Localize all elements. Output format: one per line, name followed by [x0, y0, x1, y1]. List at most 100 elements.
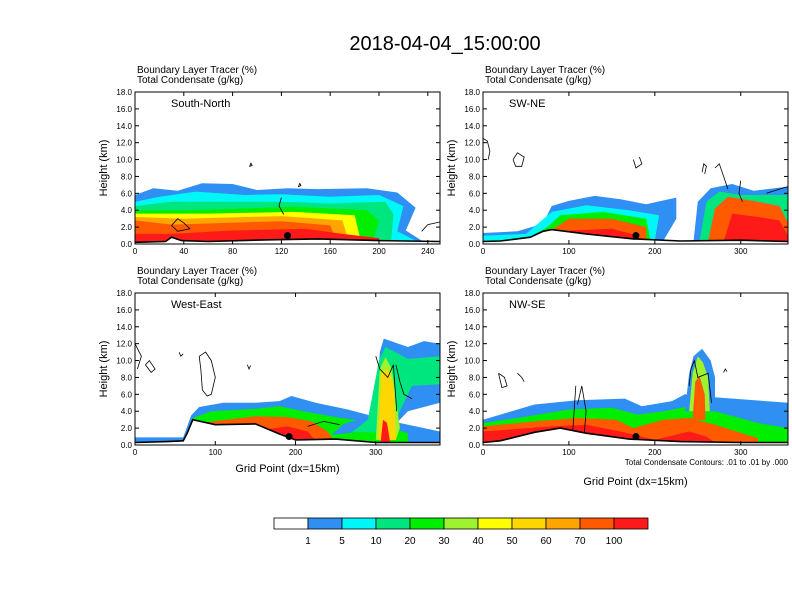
- y-tick-label: 2.0: [469, 424, 481, 433]
- condensate-contour: [714, 163, 729, 190]
- terrain-fill: [483, 428, 788, 445]
- y-axis-label: Height (km): [98, 140, 110, 197]
- colorbar-box-10: [613, 517, 649, 530]
- y-tick-label: 2.0: [121, 424, 133, 433]
- plot-frame: [482, 292, 789, 446]
- y-tick-label: 16.0: [116, 105, 132, 114]
- y-tick-label: 6.0: [469, 189, 481, 198]
- panel-subtitle-tracer: Boundary Layer Tracer (%): [137, 65, 257, 76]
- tracer-band-level-7: [378, 369, 396, 440]
- condensate-contour: [198, 351, 216, 397]
- condensate-contour: [766, 186, 788, 194]
- x-axis-label: Grid Point (dx=15km): [583, 476, 687, 488]
- condensate-contour: [633, 156, 643, 169]
- tracer-band-level-10: [380, 419, 391, 443]
- y-tick-label: 8.0: [469, 172, 481, 181]
- colorbar-label: 40: [472, 536, 484, 547]
- plot-frame: [482, 91, 789, 245]
- y-axis-label: Height (km): [98, 341, 110, 398]
- condensate-contour: [375, 356, 398, 412]
- x-tick-label: 300: [734, 247, 748, 256]
- condensate-contour: [512, 152, 525, 167]
- y-tick-label: 10.0: [116, 156, 132, 165]
- y-tick-label: 6.0: [469, 390, 481, 399]
- x-tick-label: 100: [562, 247, 576, 256]
- y-tick-label: 16.0: [116, 306, 132, 315]
- y-tick-label: 2.0: [121, 223, 133, 232]
- plot-area: [483, 293, 788, 445]
- condensate-contour: [498, 372, 508, 389]
- panel-label: South-North: [171, 98, 230, 110]
- x-tick-label: 100: [562, 448, 576, 457]
- colorbar: 1 5 10 20 30 40 50 60 70 100: [273, 517, 649, 547]
- x-tick-label: 80: [228, 247, 237, 256]
- condensate-contour: [572, 385, 577, 437]
- y-tick-label: 0.0: [121, 441, 133, 450]
- y-tick-label: 0.0: [469, 441, 481, 450]
- panel-subtitle-condensate: Total Condensate (g/kg): [137, 276, 243, 287]
- condensate-contour: [517, 372, 525, 382]
- y-tick-label: 6.0: [121, 189, 133, 198]
- contour-note: Total Condensate Contours: .01 to .01 by…: [625, 458, 789, 467]
- y-tick-label: 8.0: [469, 373, 481, 382]
- panel-label: NW-SE: [509, 299, 545, 311]
- y-tick-label: 18.0: [116, 289, 132, 298]
- terrain-line: [135, 418, 440, 444]
- x-tick-label: 240: [421, 247, 435, 256]
- y-tick-label: 8.0: [121, 172, 133, 181]
- condensate-contour: [135, 343, 142, 370]
- panel-south-north: 0.0 2.0 4.0 6.0 8.0 10.0 12.0 14.0 16.0 18.0 0 40 80…: [98, 65, 441, 256]
- condensate-contour: [297, 183, 302, 188]
- panel-subtitle-condensate: Total Condensate (g/kg): [485, 75, 591, 86]
- x-tick-label: 0: [133, 448, 138, 457]
- location-marker: [284, 232, 291, 240]
- terrain-fill: [135, 237, 440, 244]
- condensate-contour: [249, 162, 253, 167]
- y-tick-label: 16.0: [464, 306, 480, 315]
- colorbar-label: 1: [305, 536, 311, 547]
- colorbar-box-7: [511, 517, 547, 530]
- condensate-contour: [738, 180, 743, 202]
- y-tick-label: 10.0: [116, 357, 132, 366]
- y-tick-label: 12.0: [464, 340, 480, 349]
- y-tick-label: 4.0: [121, 206, 133, 215]
- colorbar-box-4: [409, 517, 445, 530]
- colorbar-label: 20: [404, 536, 416, 547]
- colorbar-label: 50: [506, 536, 518, 547]
- x-tick-label: 0: [481, 448, 486, 457]
- location-marker: [285, 433, 293, 441]
- terrain-line: [135, 236, 440, 244]
- location-marker: [632, 232, 640, 240]
- panel-subtitle-tracer: Boundary Layer Tracer (%): [137, 266, 257, 277]
- x-tick-label: 120: [275, 247, 289, 256]
- x-tick-label: 40: [179, 247, 188, 256]
- condensate-contour: [145, 359, 156, 373]
- colorbar-box-6: [477, 517, 513, 530]
- condensate-contour: [723, 368, 728, 373]
- tracer-band-level-9: [692, 375, 706, 420]
- plot-area: [135, 293, 440, 445]
- condensate-contour: [307, 420, 340, 427]
- x-tick-label: 200: [648, 448, 662, 457]
- panel-nw-se: 0.0 2.0 4.0 6.0 8.0 10.0 12.0 14.0 16.0 18.0 0 100 2…: [446, 266, 789, 488]
- condensate-contour: [421, 221, 440, 232]
- x-tick-label: 0: [133, 247, 138, 256]
- x-tick-label: 200: [648, 247, 662, 256]
- colorbar-label: 10: [370, 536, 382, 547]
- y-tick-label: 6.0: [121, 390, 133, 399]
- y-tick-label: 4.0: [121, 407, 133, 416]
- y-tick-label: 14.0: [464, 122, 480, 131]
- panel-subtitle-condensate: Total Condensate (g/kg): [485, 276, 591, 287]
- y-tick-label: 14.0: [116, 323, 132, 332]
- condensate-contour: [178, 351, 184, 358]
- y-tick-label: 4.0: [469, 407, 481, 416]
- x-tick-label: 200: [289, 448, 303, 457]
- colorbar-box-8: [545, 517, 581, 530]
- panel-sw-ne: 0.0 2.0 4.0 6.0 8.0 10.0 12.0 14.0 16.0 18.0 0 100 2…: [446, 65, 789, 256]
- condensate-contour: [688, 359, 712, 403]
- y-tick-label: 16.0: [464, 105, 480, 114]
- plot-frame: [134, 292, 441, 446]
- x-tick-label: 100: [209, 448, 223, 457]
- y-tick-label: 10.0: [464, 156, 480, 165]
